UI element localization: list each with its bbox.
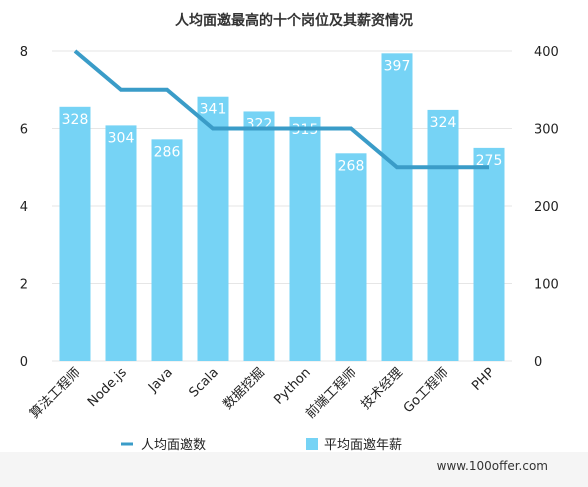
bar-data-label: 268 xyxy=(338,158,365,174)
right-tick-label: 200 xyxy=(534,200,559,215)
legend-label: 平均面邀年薪 xyxy=(324,438,402,453)
category-label: Node.js xyxy=(85,365,130,410)
right-tick-label: 100 xyxy=(534,278,559,293)
category-label: Python xyxy=(271,365,313,407)
bar-data-label: 328 xyxy=(62,112,89,128)
footer-bar xyxy=(0,452,588,487)
bar-data-label: 275 xyxy=(476,153,503,169)
category-label: 技术经理 xyxy=(358,365,405,412)
bar xyxy=(59,106,91,361)
watermark: www.100offer.com xyxy=(436,459,548,473)
left-tick-label: 0 xyxy=(20,355,28,370)
line-path xyxy=(73,49,489,170)
bar xyxy=(289,116,321,361)
category-label: 前端工程师 xyxy=(303,365,360,422)
legend-label: 人均面邀数 xyxy=(141,438,206,453)
bar xyxy=(197,96,229,361)
bar-data-label: 324 xyxy=(430,115,457,131)
category-label: Java xyxy=(145,365,176,396)
bar xyxy=(381,53,413,361)
right-tick-label: 400 xyxy=(534,45,559,60)
category-label: 算法工程师 xyxy=(27,365,84,422)
bar xyxy=(243,111,275,361)
bar-series xyxy=(59,53,505,362)
line-series xyxy=(73,49,490,170)
bar-data-label: 397 xyxy=(384,58,411,74)
bar xyxy=(427,109,459,362)
left-tick-label: 6 xyxy=(20,123,28,138)
legend: 人均面邀数 平均面邀年薪 xyxy=(121,438,402,453)
bar-data-label: 304 xyxy=(108,130,135,146)
left-tick-label: 2 xyxy=(20,278,28,293)
left-tick-label: 8 xyxy=(20,45,28,60)
left-tick-label: 4 xyxy=(20,200,28,215)
bar-data-label: 341 xyxy=(200,102,227,118)
legend-bar-swatch xyxy=(306,438,318,450)
bar xyxy=(473,147,505,361)
category-label: Scala xyxy=(187,365,222,400)
bar xyxy=(335,153,367,361)
bar-data-label: 286 xyxy=(154,144,181,160)
category-label: Go工程师 xyxy=(401,365,452,416)
right-tick-label: 300 xyxy=(534,123,559,138)
category-label: PHP xyxy=(469,365,498,394)
right-tick-label: 0 xyxy=(534,355,542,370)
left-axis-ticks: 0 2 4 6 8 xyxy=(20,45,28,370)
bar xyxy=(151,139,183,361)
bar xyxy=(105,125,137,362)
right-axis-ticks: 0 100 200 300 400 xyxy=(534,45,559,370)
chart-title: 人均面邀最高的十个岗位及其薪资情况 xyxy=(175,12,413,29)
category-label: 数据挖掘 xyxy=(220,365,267,412)
